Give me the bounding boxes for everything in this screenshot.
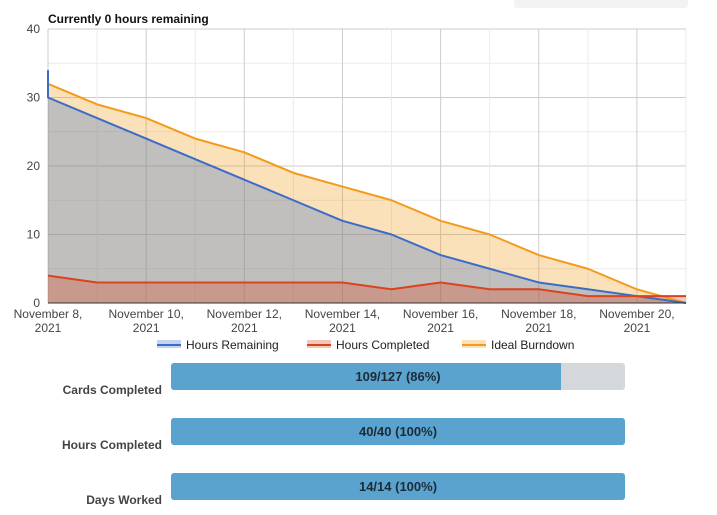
top-panel-stub [514,0,688,8]
progress-value: 109/127 (86%) [355,369,441,384]
chart-title: Currently 0 hours remaining [48,12,209,26]
y-tick-label: 10 [27,228,41,242]
x-tick-label: November 20, 2021 [599,307,674,335]
area-ideal-burndown [48,83,686,303]
progress-bar: 40/40 (100%) [171,418,625,445]
progress-row-days: Days Worked 14/14 (100%) [0,473,717,513]
progress-label: Days Worked [86,493,162,507]
progress-bar: 109/127 (86%) [171,363,625,390]
progress-fill [171,473,625,500]
x-tick-label: November 18, 2021 [501,307,576,335]
progress-label: Cards Completed [62,383,162,397]
progress-row-cards: Cards Completed 109/127 (86%) [0,363,717,403]
progress-bar: 14/14 (100%) [171,473,625,500]
y-tick-label: 30 [27,91,41,105]
y-tick-label: 0 [33,296,40,310]
progress-fill [171,363,562,390]
progress-value: 14/14 (100%) [358,479,438,494]
x-tick-label: November 8, 2021 [14,307,83,335]
chart-legend: Hours Remaining Hours Completed Ideal Burn… [157,338,574,352]
y-tick-label: 20 [27,159,41,173]
y-tick-label: 40 [27,22,41,36]
chart-grid [47,28,687,304]
burndown-chart: Currently 0 hours remaining 0 10 20 30 40 Nov… [14,12,687,352]
legend-label: Hours Remaining [186,338,279,352]
legend-label: Ideal Burndown [491,338,574,352]
progress-fill [171,418,625,445]
area-hours-remaining [48,97,686,303]
progress-row-hours: Hours Completed 40/40 (100%) [0,418,717,458]
line-ideal-burndown [47,82,687,304]
progress-label: Hours Completed [61,438,162,452]
line-hours-completed [47,274,686,298]
chart-axes: 0 10 20 30 40 November 8, 2021 November 10, 2021… [14,22,686,335]
x-tick-label: November 12, 2021 [207,307,282,335]
x-tick-label: November 10, 2021 [108,307,183,335]
x-tick-label: November 14, 2021 [305,307,380,335]
chart-lines [47,70,687,304]
legend-label: Hours Completed [336,338,429,352]
progress-value: 40/40 (100%) [358,424,438,439]
x-tick-label: November 16, 2021 [403,307,478,335]
line-hours-remaining [47,70,687,304]
